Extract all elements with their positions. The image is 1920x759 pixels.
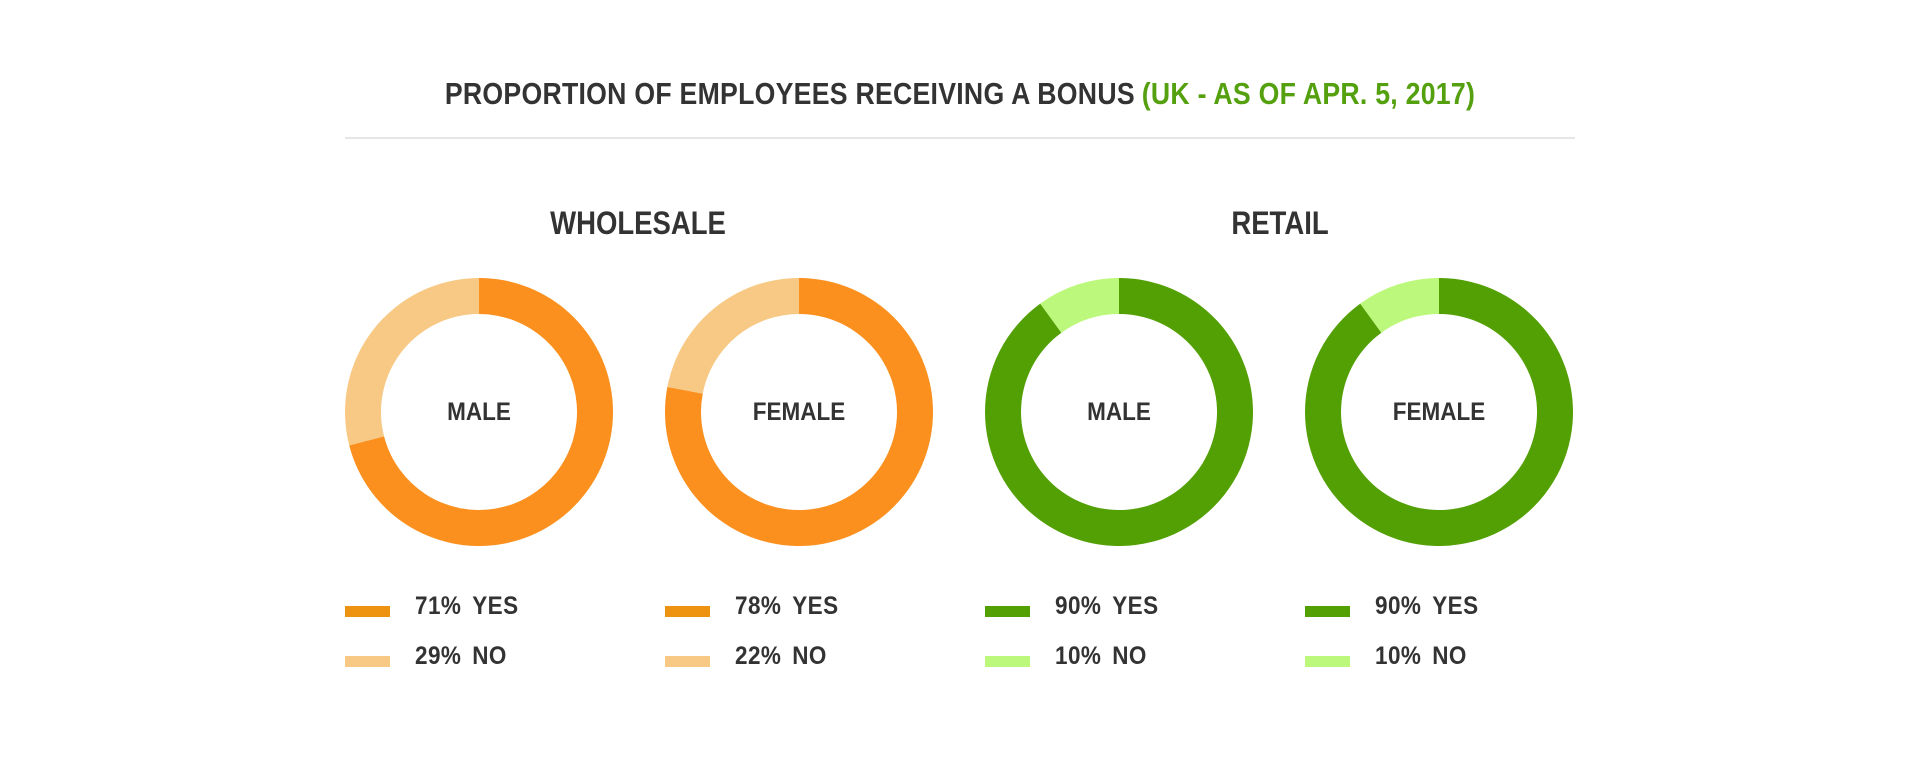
legend-item-yes: 78% YES bbox=[665, 590, 965, 640]
legend-item-yes: 71% YES bbox=[345, 590, 645, 640]
group-title-wholesale: WHOLESALE bbox=[550, 205, 726, 241]
donut-wholesale-female: FEMALE bbox=[665, 278, 933, 546]
donut-svg bbox=[1305, 278, 1573, 546]
donut-slice-no bbox=[667, 278, 799, 394]
legend-percent: 10% bbox=[1375, 642, 1422, 670]
donut-slice-no bbox=[1360, 278, 1439, 333]
donut-slice-no bbox=[345, 278, 479, 446]
legend-item-yes: 90% YES bbox=[1305, 590, 1605, 640]
legend-wholesale-male: 71% YES 29% NO bbox=[345, 590, 645, 690]
legend-percent: 10% bbox=[1055, 642, 1102, 670]
legend-item-no: 10% NO bbox=[985, 640, 1285, 690]
legend-swatch bbox=[985, 656, 1030, 667]
legend-swatch bbox=[345, 656, 390, 667]
chart-title-main: PROPORTION OF EMPLOYEES RECEIVING A BONU… bbox=[444, 76, 1135, 111]
legend-percent: 78% bbox=[735, 592, 782, 620]
donut-center-label: MALE bbox=[447, 398, 511, 426]
legend-item-no: 10% NO bbox=[1305, 640, 1605, 690]
legend-item-yes: 90% YES bbox=[985, 590, 1285, 640]
legend-percent: 90% bbox=[1375, 592, 1422, 620]
legend-swatch bbox=[665, 656, 710, 667]
donut-svg bbox=[665, 278, 933, 546]
legend-percent: 71% bbox=[415, 592, 462, 620]
legend-retail-female: 90% YES 10% NO bbox=[1305, 590, 1605, 690]
legend-swatch bbox=[1305, 606, 1350, 617]
legend-label: NO bbox=[472, 642, 507, 670]
donut-center-label: FEMALE bbox=[1392, 398, 1486, 426]
donut-wholesale-male: MALE bbox=[345, 278, 613, 546]
legend-item-no: 29% NO bbox=[345, 640, 645, 690]
legend-label: YES bbox=[472, 592, 519, 620]
donut-svg bbox=[985, 278, 1253, 546]
legend-label: NO bbox=[792, 642, 827, 670]
legend-swatch bbox=[345, 606, 390, 617]
legend-swatch bbox=[665, 606, 710, 617]
legend-percent: 29% bbox=[415, 642, 462, 670]
donut-retail-female: FEMALE bbox=[1305, 278, 1573, 546]
donut-retail-male: MALE bbox=[985, 278, 1253, 546]
legend-retail-male: 90% YES 10% NO bbox=[985, 590, 1285, 690]
legend-wholesale-female: 78% YES 22% NO bbox=[665, 590, 965, 690]
legend-label: YES bbox=[792, 592, 839, 620]
group-title-retail: RETAIL bbox=[1231, 205, 1329, 241]
title-divider bbox=[345, 137, 1575, 139]
legend-percent: 90% bbox=[1055, 592, 1102, 620]
donut-slice-no bbox=[1040, 278, 1119, 333]
legend-swatch bbox=[985, 606, 1030, 617]
legend-swatch bbox=[1305, 656, 1350, 667]
legend-item-no: 22% NO bbox=[665, 640, 965, 690]
legend-percent: 22% bbox=[735, 642, 782, 670]
legend-label: NO bbox=[1112, 642, 1147, 670]
legend-label: NO bbox=[1432, 642, 1467, 670]
legend-label: YES bbox=[1112, 592, 1159, 620]
legend-label: YES bbox=[1432, 592, 1479, 620]
donut-center-label: FEMALE bbox=[752, 398, 846, 426]
chart-title: PROPORTION OF EMPLOYEES RECEIVING A BONU… bbox=[431, 76, 1489, 112]
donut-svg bbox=[345, 278, 613, 546]
chart-subtitle: (UK - AS OF APR. 5, 2017) bbox=[1141, 76, 1476, 111]
donut-center-label: MALE bbox=[1087, 398, 1151, 426]
